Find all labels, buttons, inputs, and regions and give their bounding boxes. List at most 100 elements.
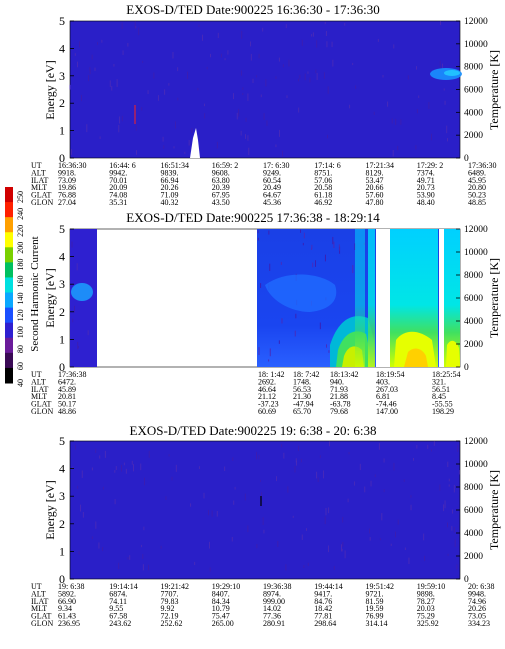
panel-3-texture [72,441,460,572]
table-cell: 74.11 [109,597,127,606]
ytick-label: 1 [59,332,65,346]
panel-3-ylabel: Energy [eV] [43,480,57,539]
table-cell: 147.00 [376,407,398,416]
row-label: GLAT [31,612,52,621]
table-cell: 17:21:34 [366,161,394,170]
table-cell: 40.32 [161,198,179,207]
colorbar-tick-label: 40 [16,379,25,387]
table-cell: 65.70 [293,407,311,416]
table-cell: 265.00 [212,619,234,628]
panel-2-streak-1 [355,229,365,367]
ytick-right-label: 8000 [464,483,483,493]
table-cell: 49.71 [417,176,435,185]
table-cell: 19:59:10 [417,582,445,591]
panel-2-ylabel: Energy [eV] [43,268,57,327]
ytick-label: 5 [59,434,65,448]
table-cell: 20.73 [417,183,435,192]
panel-1-bright-core [444,70,460,76]
table-cell: 57.06 [314,176,332,185]
colorbar-swatch [5,352,13,369]
ytick-label: 3 [59,277,65,291]
table-cell: 20.49 [263,183,281,192]
table-cell: 19: 6:38 [58,582,84,591]
table-cell: 17: 6:30 [263,161,289,170]
table-cell: 67.58 [109,612,127,621]
table-cell: 84.76 [314,597,332,606]
table-cell: 18.42 [314,604,332,613]
table-cell: 17:36:38 [58,370,86,379]
table-cell: 50.23 [468,191,486,200]
table-cell: 67.95 [212,191,230,200]
colorbar-swatch [5,277,13,294]
table-cell: 16:51:34 [161,161,189,170]
table-cell: 21.12 [258,392,276,401]
ytick-right-label: 10000 [464,460,488,470]
table-cell: 79.83 [161,597,179,606]
ytick-right-label: 2000 [464,131,483,141]
colorbar-tick-label: 160 [16,276,25,288]
ytick-right-label: 0 [464,575,469,585]
colorbar-swatch [5,232,13,248]
row-label: UT [31,582,42,591]
table-cell: 45.89 [58,385,76,394]
table-cell: 18:13:42 [330,370,358,379]
colorbar-tick-label: 140 [16,292,25,304]
table-cell: 6472. [58,377,76,386]
table-cell: 267.03 [376,385,398,394]
panel-1-table: UT 16:36:30 16:44: 6 16:51:34 16:59: 2 17: 6:… [31,161,496,207]
row-label: ILAT [31,176,48,185]
ytick-right-label: 12000 [464,225,488,235]
table-cell: 20.81 [58,392,76,401]
table-cell: -55.55 [432,400,453,409]
ytick-label: 2 [59,517,65,531]
table-cell: 999.00 [263,597,285,606]
panel-2: EXOS-D/TED Date:900225 17:36:38 - 18:29:… [31,210,501,416]
colorbar-swatch [5,337,13,354]
colorbar-swatch [5,202,13,218]
ytick-right-label: 10000 [464,40,488,50]
table-cell: 66.90 [58,597,76,606]
table-cell: 20.03 [417,604,435,613]
table-cell: 20.39 [212,183,230,192]
table-cell: 321. [432,377,446,386]
table-cell: 325.92 [417,619,439,628]
table-cell: 314.14 [366,619,388,628]
table-cell: 8751. [314,168,332,177]
colorbar-swatch [5,217,13,233]
table-cell: 20.66 [366,183,384,192]
table-cell: 9948. [468,589,486,598]
table-cell: 19:36:38 [263,582,291,591]
table-cell: 280.91 [263,619,285,628]
panel-1-plot [69,20,461,159]
table-cell: 2692. [258,377,276,386]
table-cell: 70.01 [109,176,127,185]
table-cell: 6489. [468,168,486,177]
table-cell: 19:14:14 [109,582,137,591]
panel-2-title: EXOS-D/TED Date:900225 17:36:38 - 18:29:… [126,210,380,225]
panel-1-ylabel: Energy [eV] [43,60,57,119]
table-cell: 81.59 [366,597,384,606]
panel-1-ylabel-right: Temperature [K] [487,50,501,130]
ytick-right-label: 4000 [464,529,483,539]
ytick-label: 4 [59,41,65,55]
table-cell: 9.34 [58,604,72,613]
table-cell: 27.04 [58,198,76,207]
table-cell: 61.43 [58,612,76,621]
panel-2-white-bar [439,229,444,367]
table-cell: 940. [330,377,344,386]
table-cell: 9918. [58,168,76,177]
table-cell: 75.29 [417,612,435,621]
table-cell: 73.05 [468,612,486,621]
table-cell: 20.26 [468,604,486,613]
table-cell: 20.26 [161,183,179,192]
ytick-label: 4 [59,250,65,264]
table-cell: 1748. [293,377,311,386]
table-cell: 334.23 [468,619,490,628]
table-cell: 74.96 [468,597,486,606]
colorbar-tick-label: 60 [16,362,25,370]
table-cell: 8129. [366,168,384,177]
table-cell: -63.78 [330,400,351,409]
ytick-label: 3 [59,489,65,503]
table-cell: 243.62 [109,619,131,628]
ytick-right-label: 0 [464,154,469,164]
